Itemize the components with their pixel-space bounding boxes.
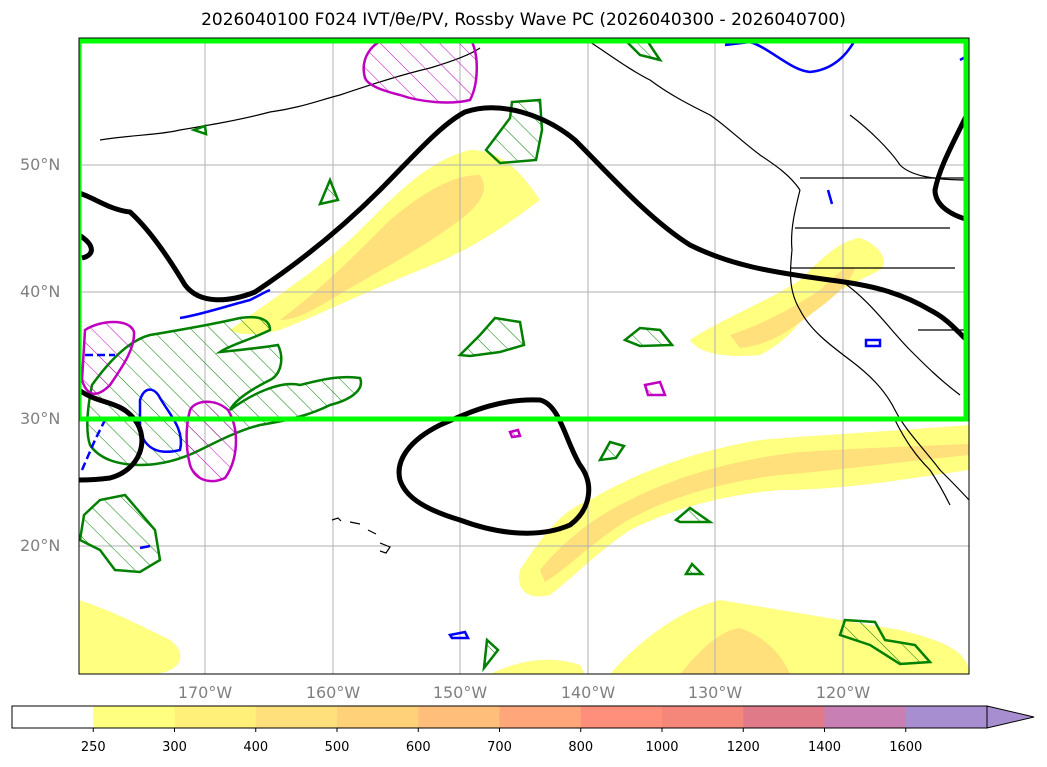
colorbar-segment — [824, 706, 907, 728]
colorbar-extend-arrow — [986, 705, 1035, 729]
green-blob-southwest — [79, 493, 162, 574]
ivt-core-subtropical — [540, 444, 969, 582]
colorbar-segment — [662, 706, 744, 728]
magenta-blob-west — [80, 320, 136, 395]
black-contour-west — [79, 232, 94, 261]
magenta-blob-small-1 — [643, 380, 667, 397]
map-title: 2026040100 F024 IVT/θe/PV, Rossby Wave P… — [201, 10, 846, 30]
colorbar-tick-label: 1600 — [889, 740, 923, 755]
colorbar-segment — [499, 706, 582, 728]
green-blob-pacific-2 — [597, 440, 626, 462]
blue-line-top — [724, 39, 857, 74]
colorbar — [11, 705, 1035, 732]
colorbar-tick-label: 1200 — [726, 740, 760, 755]
colorbar-tick-label: 600 — [405, 740, 431, 755]
blue-blob-ca — [864, 338, 882, 348]
lon-label-130w: 130°W — [687, 683, 743, 702]
ivt-band-subtropical — [519, 425, 969, 597]
green-blob-pacific-4 — [683, 561, 706, 576]
black-contour-southwest — [79, 387, 145, 483]
green-blob-small-3 — [190, 124, 208, 136]
colorbar-segment — [418, 706, 500, 728]
colorbar-tick-label: 800 — [568, 740, 594, 755]
lat-label-40n: 40°N — [20, 282, 61, 301]
blue-line-west-dashed — [80, 353, 115, 471]
blue-line-canada — [826, 189, 834, 205]
colorbar-segment — [580, 706, 663, 728]
ivt-core-california — [730, 267, 855, 348]
black-closed-low — [396, 397, 592, 536]
lon-label-150w: 150°W — [432, 683, 488, 702]
gulf-of-alaska-coast — [589, 41, 801, 191]
colorbar-tick-label: 500 — [324, 740, 350, 755]
blue-blob-south — [447, 630, 471, 640]
lat-label-50n: 50°N — [20, 155, 61, 174]
lat-label-30n: 30°N — [20, 409, 61, 428]
colorbar-segment — [93, 706, 175, 728]
lon-label-140w: 140°W — [560, 683, 616, 702]
lon-label-160w: 160°W — [305, 683, 361, 702]
colorbar-segment — [743, 706, 825, 728]
magenta-contours — [80, 38, 667, 483]
map-frame — [78, 37, 970, 675]
green-blob-pacific-3 — [673, 506, 714, 524]
blue-blob-southwest — [139, 544, 151, 550]
colorbar-tick-label: 1000 — [645, 740, 679, 755]
green-blob-small-2 — [482, 637, 500, 673]
hawaii-islands — [331, 517, 391, 554]
green-blob-small-1 — [317, 176, 340, 206]
magenta-blob-southwest — [185, 400, 238, 483]
colorbar-tick-label: 700 — [487, 740, 512, 755]
state-border-nv-ca — [839, 279, 961, 396]
green-blob-pacific-1 — [622, 326, 675, 348]
green-blob-pacific-5 — [838, 618, 933, 666]
trough-contours — [79, 105, 969, 536]
ivt-core-atlantic-river — [280, 175, 484, 320]
colorbar-segment — [174, 706, 257, 728]
colorbar-segment — [905, 706, 988, 728]
colorbar-tick-label: 400 — [243, 740, 269, 755]
black-ridge-contour — [79, 105, 969, 344]
ivt-band-south-mid — [490, 659, 585, 674]
colorbar-tick-label: 1400 — [807, 740, 842, 755]
lon-label-120w: 120°W — [815, 683, 871, 702]
magenta-blob-north — [362, 38, 478, 104]
blue-line-low — [179, 288, 271, 320]
blue-loop-west — [138, 388, 183, 454]
lat-label-20n: 20°N — [20, 536, 61, 555]
us-west-coast — [789, 189, 969, 501]
colorbar-segment — [12, 706, 94, 728]
ivt-shading — [79, 150, 969, 674]
green-contours — [79, 38, 933, 673]
highlight-box — [79, 38, 969, 422]
colorbar-segment — [255, 706, 338, 728]
lon-label-170w: 170°W — [177, 683, 233, 702]
black-contour-east — [932, 108, 969, 223]
ivt-band-south-left — [79, 600, 181, 674]
magenta-blob-small-2 — [508, 428, 522, 439]
green-blob-central — [457, 316, 526, 358]
colorbar-tick-label: 300 — [162, 740, 187, 755]
ivt-core-south-right — [680, 628, 790, 674]
baja-coast — [894, 419, 951, 506]
colorbar-tick-label: 250 — [80, 740, 106, 755]
green-blob-west-large — [86, 315, 363, 467]
blue-contours — [80, 39, 969, 640]
colorbar-segment — [337, 706, 419, 728]
